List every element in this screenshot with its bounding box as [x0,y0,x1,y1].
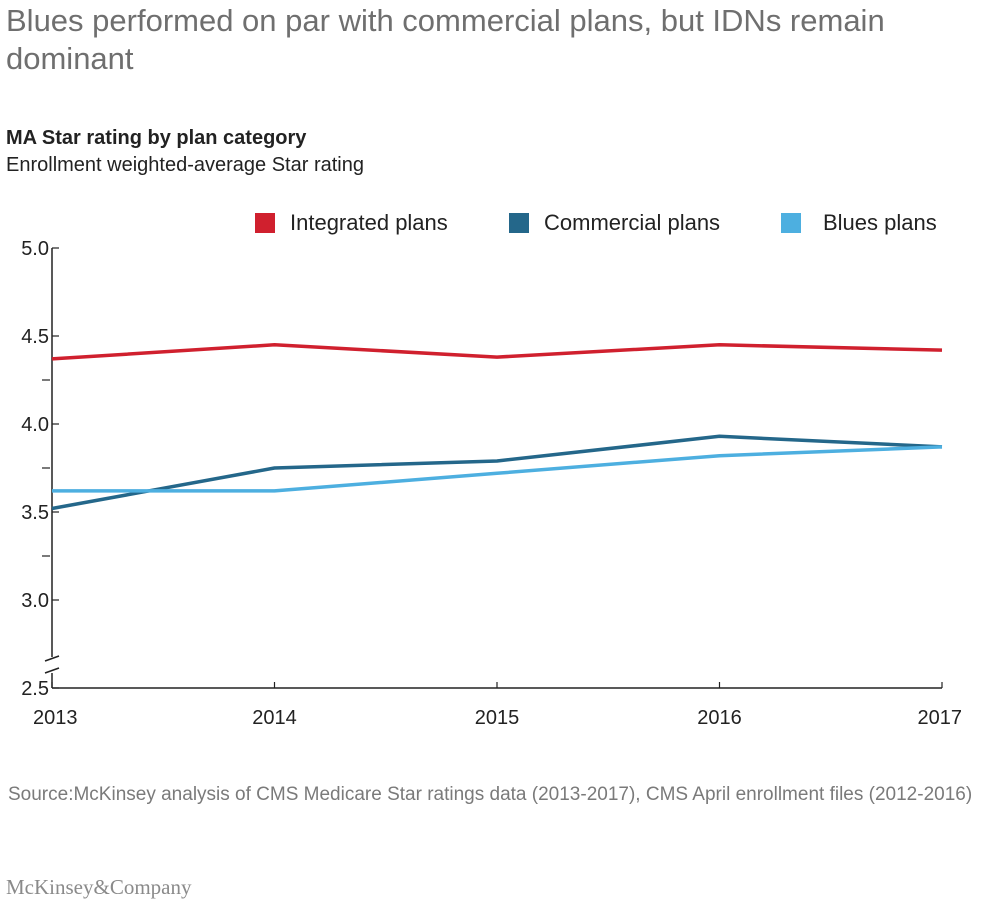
x-tick-label: 2015 [475,707,520,729]
chart-subtitle: Enrollment weighted-average Star rating [6,154,364,176]
legend-label: Commercial plans [544,210,720,235]
chart-headline: Blues performed on par with commercial p… [6,3,885,76]
legend-swatch [781,213,801,233]
y-tick-label: 3.5 [21,502,49,524]
chart-axes: 5.0 4.5 4.0 3.5 3.0 2.5 2013 2014 2015 2016 2017 [21,238,962,729]
source-note: Source:McKinsey analysis of CMS Medicare… [8,784,973,805]
series-line-integrated-plans [51,343,943,361]
x-tick-label: 2017 [918,707,963,729]
legend-label: Blues plans [823,210,937,235]
legend-swatch [509,213,529,233]
axis-break-mark [44,667,60,674]
axis-break-mark [44,655,60,662]
y-tick-label: 5.0 [21,238,49,260]
legend-label: Integrated plans [290,210,448,235]
line-chart: Integrated plans Commercial plans Blues pl… [21,210,962,729]
x-tick-label: 2014 [252,707,297,729]
legend-swatch [255,213,275,233]
company-logo: McKinsey&Company [6,875,192,899]
y-tick-label: 4.5 [21,326,49,348]
chart-title: MA Star rating by plan category [6,127,307,149]
x-tick-label: 2013 [33,707,78,729]
y-tick-label: 2.5 [21,678,49,700]
chart-series [51,343,943,511]
chart-legend: Integrated plans Commercial plans Blues pl… [255,210,937,235]
y-tick-label: 3.0 [21,590,49,612]
y-tick-label: 4.0 [21,414,49,436]
series-line-commercial-plans [51,434,943,511]
x-tick-label: 2016 [697,707,742,729]
series-line-blues-plans [52,445,943,493]
